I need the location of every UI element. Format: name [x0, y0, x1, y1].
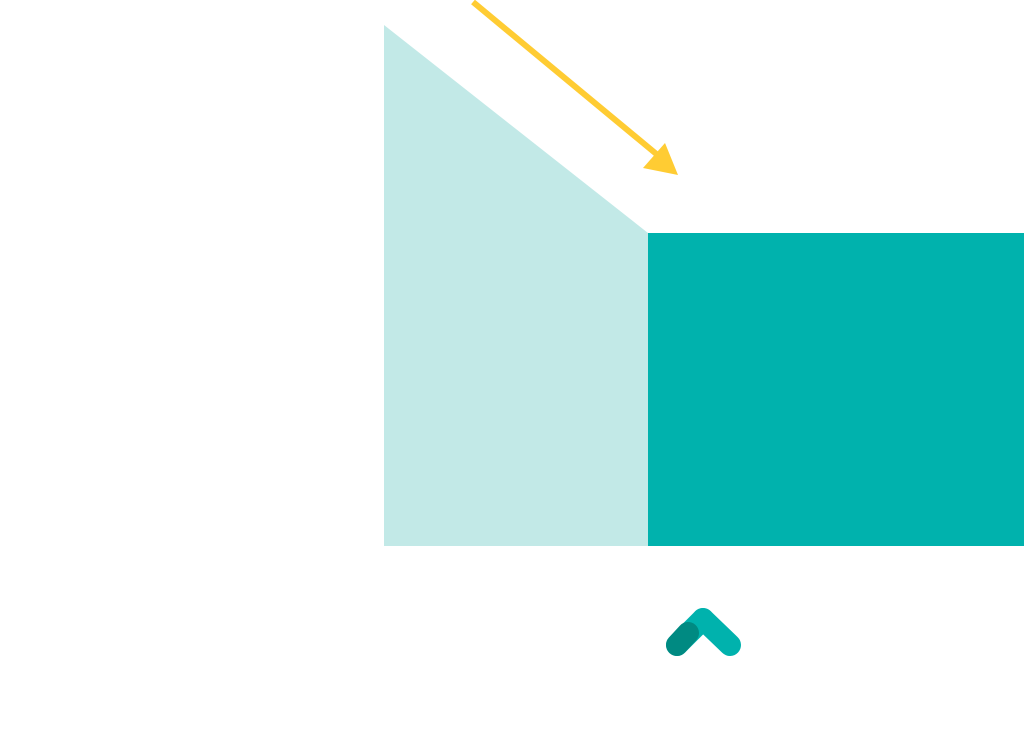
arrow-shaft	[471, 0, 662, 160]
arrow-head	[643, 143, 678, 175]
teal-rectangle-panel	[648, 233, 1024, 546]
arrow-down-right-icon	[471, 0, 678, 175]
logo-left-shadow	[666, 622, 699, 656]
light-teal-slanted-panel	[384, 25, 648, 546]
chevron-up-logo-icon	[666, 608, 741, 656]
